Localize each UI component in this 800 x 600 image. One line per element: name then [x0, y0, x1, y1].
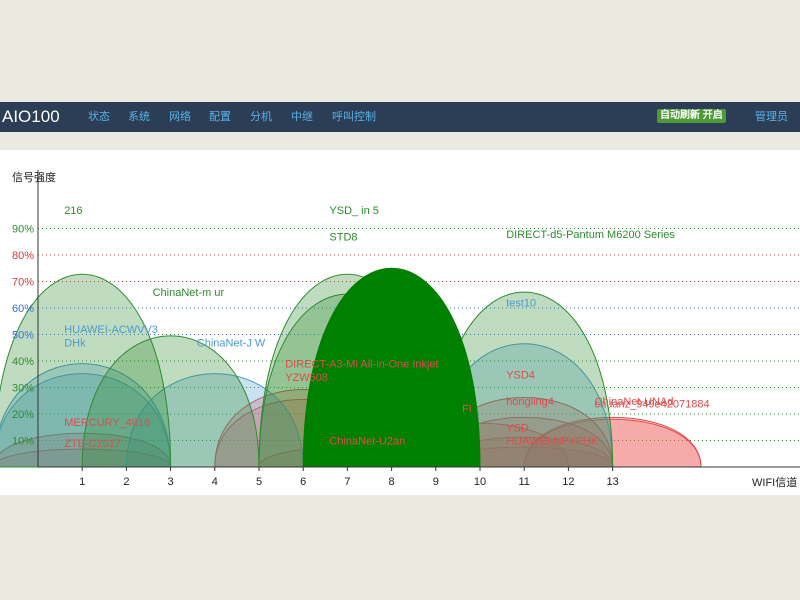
- network-label: YSD_ in 5: [329, 205, 379, 217]
- x-tick-label: 5: [256, 476, 262, 488]
- x-tick-label: 2: [123, 476, 129, 488]
- network-shape: [0, 448, 172, 468]
- y-tick-label: 60%: [12, 303, 34, 315]
- nav-extension[interactable]: 分机: [250, 111, 272, 123]
- y-tick-label: 80%: [12, 250, 34, 262]
- nav-system[interactable]: 系统: [128, 111, 150, 123]
- admin-menu[interactable]: 管理员: [755, 111, 788, 123]
- network-label: ChinaNet-UNAd: [595, 396, 674, 408]
- network-label: hongling4: [506, 396, 554, 408]
- y-tick-label: 10%: [12, 436, 34, 448]
- network-label: ZTE-C2017: [64, 438, 121, 450]
- y-tick-label: 50%: [12, 330, 34, 342]
- top-navigation-bar: AIO100 状态 系统 网络 配置 分机 中继 呼叫控制 自动刷新 开启 管理…: [0, 102, 800, 132]
- x-tick-label: 3: [168, 476, 174, 488]
- nav-call-control[interactable]: 呼叫控制: [332, 111, 376, 123]
- nav-status[interactable]: 状态: [88, 111, 110, 123]
- network-shape: [0, 432, 172, 468]
- brand-logo: AIO100: [2, 107, 60, 126]
- network-label: ChinaNet-J W: [197, 337, 266, 349]
- y-axis-title: 信号强度: [12, 170, 56, 184]
- network-label: YSD: [506, 422, 529, 434]
- network-shape: [302, 268, 481, 468]
- x-tick-label: 13: [606, 476, 618, 488]
- x-tick-label: 11: [518, 476, 529, 488]
- wifi-signal-chart: 信号强度 WIFI信道 10% 20% 30% 40% 50% 60% 70% 80% 90% 1…: [0, 170, 800, 489]
- network-label: YSD4: [506, 369, 535, 381]
- nav-network[interactable]: 网络: [169, 111, 191, 123]
- network-label: YZW508: [285, 372, 328, 384]
- network-label: HUAWEI-ACWVV3: [64, 324, 158, 336]
- network-shape: [523, 418, 702, 468]
- network-shape: [81, 335, 260, 468]
- x-tick-label: 1: [79, 476, 85, 488]
- x-tick-label: 6: [300, 476, 306, 488]
- y-tick-label: 90%: [12, 224, 34, 236]
- y-tick-label: 30%: [12, 383, 34, 395]
- auto-refresh-toggle[interactable]: 自动刷新 开启: [657, 109, 726, 123]
- nav-trunk[interactable]: 中继: [291, 111, 313, 123]
- network-label: FI: [462, 404, 472, 416]
- network-label: STD8: [329, 231, 357, 243]
- wifi-signal-chart-panel: 信号强度 WIFI信道 10% 20% 30% 40% 50% 60% 70% 80% 90% 1…: [0, 150, 800, 495]
- network-shape: [0, 373, 172, 468]
- network-label: DIRECT-d5-Pantum M6200 Series: [506, 229, 675, 241]
- network-shape: [0, 363, 172, 468]
- network-label: test10: [506, 298, 536, 310]
- network-shapes: [0, 268, 702, 468]
- x-axis-title: WIFI信道: [752, 475, 797, 489]
- x-tick-label: 9: [433, 476, 439, 488]
- y-tick-label: 70%: [12, 277, 34, 289]
- network-label: DHk: [64, 337, 86, 349]
- x-tick-label: 10: [474, 476, 486, 488]
- network-label: MERCURY_4016: [64, 417, 150, 429]
- nav-config[interactable]: 配置: [209, 111, 231, 123]
- x-tick-label: 7: [344, 476, 350, 488]
- network-label: HUAWEI-NPYFHK: [506, 436, 599, 448]
- y-tick-label: 20%: [12, 409, 34, 421]
- network-shape: [0, 273, 172, 468]
- axis-layer: 信号强度 WIFI信道 10% 20% 30% 40% 50% 60% 70% 80% 90% 1…: [12, 170, 800, 489]
- network-shape: [523, 416, 702, 468]
- network-label: ChinaNet-U2an: [329, 436, 405, 448]
- network-labels: 216 ChinaNet-m ur YSD_ in 5 STD8 DIRECT-d5-P…: [64, 205, 709, 450]
- x-tick-label: 12: [562, 476, 574, 488]
- x-tick-label: 8: [389, 476, 395, 488]
- network-label: DIRECT-A3-Mi All-in-One Inkjet: [285, 359, 438, 371]
- network-label: 216: [64, 205, 82, 217]
- x-tick-label: 4: [212, 476, 218, 488]
- network-label: ChinaNet-m ur: [153, 287, 225, 299]
- network-label: chuanz_949e42071884: [595, 398, 710, 410]
- y-tick-label: 40%: [12, 356, 34, 368]
